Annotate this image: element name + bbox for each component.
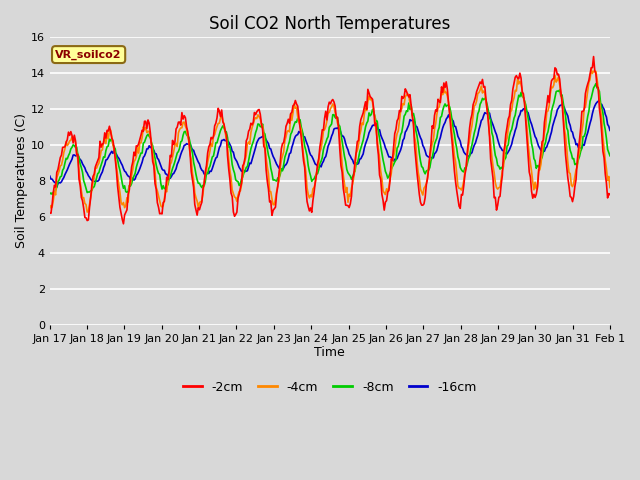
Text: VR_soilco2: VR_soilco2: [56, 49, 122, 60]
X-axis label: Time: Time: [314, 347, 345, 360]
Y-axis label: Soil Temperatures (C): Soil Temperatures (C): [15, 113, 28, 249]
Legend: -2cm, -4cm, -8cm, -16cm: -2cm, -4cm, -8cm, -16cm: [178, 376, 482, 399]
Title: Soil CO2 North Temperatures: Soil CO2 North Temperatures: [209, 15, 451, 33]
